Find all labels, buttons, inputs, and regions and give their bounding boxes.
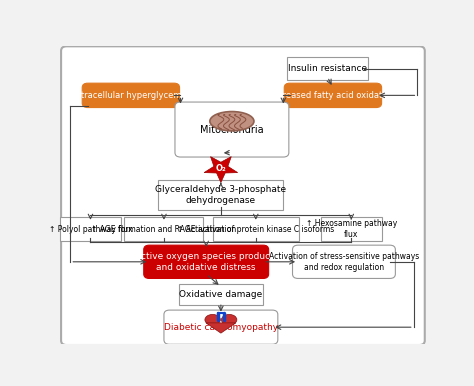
FancyBboxPatch shape xyxy=(158,180,283,210)
Ellipse shape xyxy=(210,112,254,131)
Ellipse shape xyxy=(221,315,237,325)
Text: ↑ Polyol pathway flux: ↑ Polyol pathway flux xyxy=(49,225,132,234)
Text: Mitochondria: Mitochondria xyxy=(200,125,264,135)
Text: Intracellular hyperglycemia: Intracellular hyperglycemia xyxy=(73,91,189,100)
FancyBboxPatch shape xyxy=(287,58,368,80)
FancyBboxPatch shape xyxy=(321,217,382,241)
Text: ↑ Hexosamine pathway
flux: ↑ Hexosamine pathway flux xyxy=(306,219,397,239)
Text: Diabetic cardiomyopathy: Diabetic cardiomyopathy xyxy=(164,323,278,332)
Text: Reactive oxygen species production
and oxidative distress: Reactive oxygen species production and o… xyxy=(124,252,288,271)
Polygon shape xyxy=(206,323,236,333)
Text: Oxidative damage: Oxidative damage xyxy=(179,290,263,299)
Text: Increased fatty acid oxidation: Increased fatty acid oxidation xyxy=(270,91,395,100)
FancyBboxPatch shape xyxy=(179,284,263,305)
FancyBboxPatch shape xyxy=(125,217,203,241)
Text: ↑ AGE formation and RAGE activation: ↑ AGE formation and RAGE activation xyxy=(91,225,237,234)
FancyBboxPatch shape xyxy=(284,83,382,108)
FancyBboxPatch shape xyxy=(175,102,289,157)
FancyBboxPatch shape xyxy=(213,217,299,241)
Text: Insulin resistance: Insulin resistance xyxy=(288,64,367,73)
Ellipse shape xyxy=(205,315,220,325)
FancyBboxPatch shape xyxy=(61,46,425,345)
Text: Activation of stress-sensitive pathways
and redox regulation: Activation of stress-sensitive pathways … xyxy=(269,252,419,271)
Polygon shape xyxy=(204,157,237,183)
FancyBboxPatch shape xyxy=(164,310,278,344)
FancyBboxPatch shape xyxy=(144,245,269,278)
Text: Glyceraldehyde 3-phosphate
dehydrogenase: Glyceraldehyde 3-phosphate dehydrogenase xyxy=(155,185,286,205)
FancyBboxPatch shape xyxy=(82,83,180,108)
FancyBboxPatch shape xyxy=(60,217,121,241)
FancyBboxPatch shape xyxy=(292,245,395,278)
Text: ↑ Activation of protein kinase C isoforms: ↑ Activation of protein kinase C isoform… xyxy=(177,225,335,234)
Text: O₂: O₂ xyxy=(216,164,226,173)
